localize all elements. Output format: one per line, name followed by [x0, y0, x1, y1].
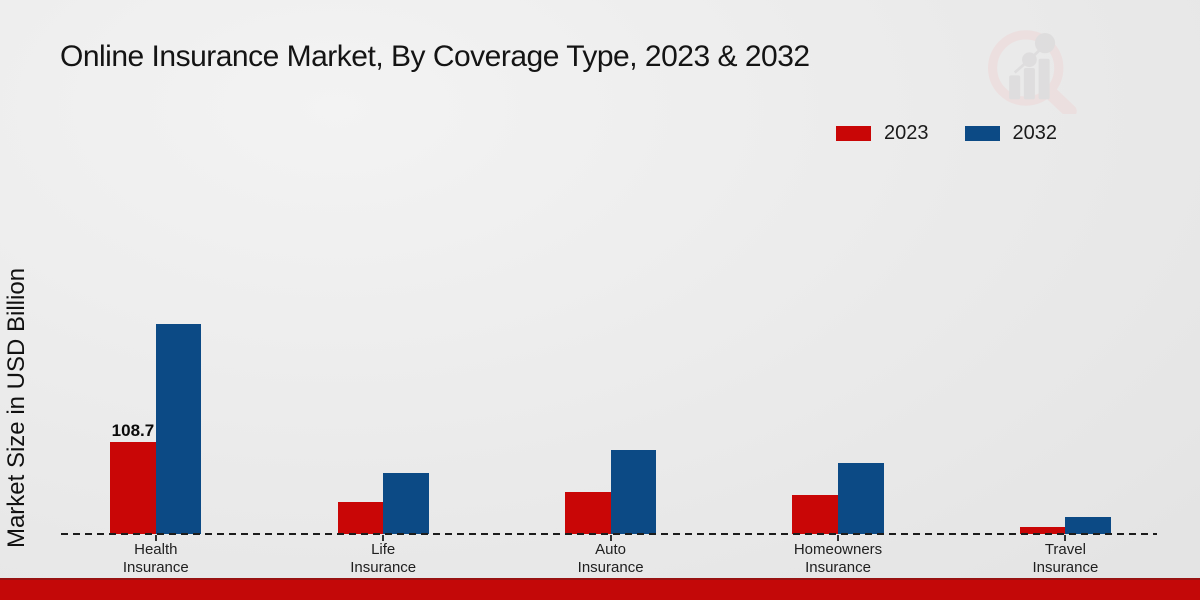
legend-item-2032: 2032 — [964, 122, 1058, 145]
chart-title: Online Insurance Market, By Coverage Typ… — [60, 40, 810, 73]
category-label-life-insurance: Life Insurance — [350, 541, 417, 576]
x-axis-tick — [837, 535, 839, 541]
bar-value-label: 108.7 — [111, 421, 155, 440]
x-axis-tick — [154, 535, 157, 541]
x-axis-tick — [609, 535, 612, 541]
bar-2023-travel-insurance — [1019, 526, 1066, 534]
legend-swatch-icon — [964, 126, 1000, 141]
legend-item-2023: 2023 — [836, 122, 929, 145]
bar-2032-auto-insurance — [610, 449, 657, 534]
legend-label: 2023 — [884, 122, 929, 144]
footer-accent-bar — [0, 578, 1200, 600]
bar-2023-auto-insurance — [564, 492, 611, 534]
legend: 2023 2032 — [836, 122, 1057, 145]
category-label-homeowners-insurance: Homeowners Insurance — [793, 541, 883, 576]
category-label-travel-insurance: Travel Insurance — [1032, 541, 1099, 576]
bar-2032-life-insurance — [383, 473, 429, 534]
bar-2032-travel-insurance — [1065, 517, 1112, 534]
x-axis-tick — [382, 535, 385, 541]
legend-swatch-icon — [836, 126, 871, 141]
magnifier-bar-chart-logo-icon — [988, 30, 1077, 114]
legend-label: 2032 — [1012, 122, 1058, 144]
category-label-health-insurance: Health Insurance — [122, 541, 189, 576]
x-axis-tick — [1064, 535, 1067, 541]
bar-2032-homeowners-insurance — [838, 462, 884, 534]
bar-2023-health-insurance — [110, 442, 156, 534]
bar-2023-homeowners-insurance — [792, 494, 838, 534]
bar-2032-health-insurance — [155, 324, 202, 534]
category-label-auto-insurance: Auto Insurance — [577, 541, 644, 576]
bar-2023-life-insurance — [337, 502, 384, 534]
zero-baseline-dashed — [61, 533, 1157, 535]
